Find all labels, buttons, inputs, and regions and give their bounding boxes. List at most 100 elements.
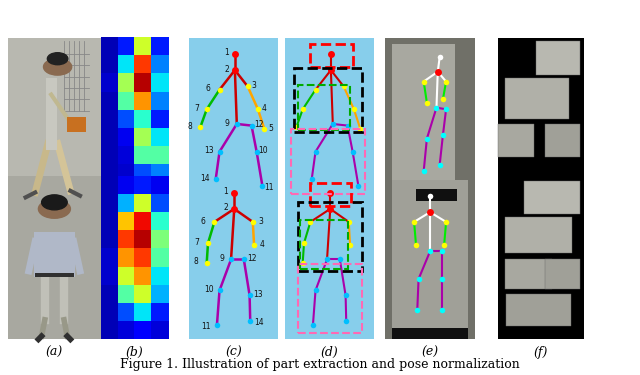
Bar [134, 212, 152, 231]
Bar [506, 294, 571, 326]
Text: 8: 8 [188, 122, 193, 131]
Bar [392, 180, 468, 331]
Bar [134, 176, 152, 194]
Bar [101, 285, 118, 303]
Bar [498, 38, 584, 201]
Bar [101, 164, 118, 183]
Bar [134, 267, 152, 285]
Bar [134, 74, 152, 92]
Bar [504, 78, 570, 119]
Text: 7: 7 [195, 238, 200, 247]
Circle shape [47, 53, 68, 65]
Bar [8, 176, 101, 339]
Text: (d): (d) [321, 346, 339, 359]
Bar [134, 55, 152, 74]
Bar [151, 194, 169, 213]
Bar [101, 194, 118, 213]
Bar [151, 128, 169, 146]
Bar [504, 217, 572, 253]
Bar [189, 38, 278, 201]
Bar [504, 260, 552, 289]
Bar [291, 129, 365, 194]
Bar [118, 267, 135, 285]
Text: 6: 6 [205, 84, 211, 93]
Bar [498, 176, 584, 339]
Text: (b): (b) [125, 346, 143, 359]
Bar [134, 194, 152, 213]
Bar [101, 110, 118, 128]
Bar [134, 303, 152, 321]
Bar [118, 74, 135, 92]
Bar [134, 182, 152, 201]
Bar [300, 220, 348, 269]
Text: (f): (f) [534, 346, 548, 359]
Bar [118, 37, 135, 56]
Bar [101, 37, 118, 56]
Bar [134, 110, 152, 128]
Text: (a): (a) [46, 346, 63, 359]
Circle shape [42, 195, 67, 210]
Bar [310, 44, 353, 67]
Bar [118, 212, 135, 231]
Bar [118, 194, 135, 213]
Text: 3: 3 [258, 217, 263, 226]
Bar [385, 38, 475, 201]
Bar [134, 37, 152, 56]
Text: 6: 6 [200, 217, 205, 226]
Bar [35, 273, 74, 278]
Bar [151, 303, 169, 321]
Bar [118, 92, 135, 110]
Bar [101, 267, 118, 285]
Bar [151, 37, 169, 56]
Text: 12: 12 [247, 254, 256, 263]
Text: 14: 14 [200, 174, 210, 183]
Bar [151, 212, 169, 231]
Bar [34, 232, 76, 278]
Bar [151, 74, 169, 92]
Bar [101, 303, 118, 321]
Bar [101, 212, 118, 231]
Bar [118, 321, 135, 339]
Text: 11: 11 [202, 322, 211, 331]
Text: 1: 1 [224, 48, 229, 57]
Bar [101, 74, 118, 92]
Bar [118, 248, 135, 267]
Circle shape [38, 200, 70, 218]
Text: 12: 12 [255, 120, 264, 129]
Bar [524, 181, 580, 214]
Bar [134, 230, 152, 249]
Bar [298, 264, 362, 333]
Bar [151, 55, 169, 74]
Text: 10: 10 [258, 147, 268, 155]
Bar [151, 248, 169, 267]
Bar [118, 176, 135, 194]
Text: Figure 1. Illustration of part extraction and pose normalization: Figure 1. Illustration of part extractio… [120, 358, 520, 371]
Circle shape [44, 58, 72, 75]
Bar [385, 176, 475, 339]
Text: 5: 5 [268, 124, 273, 133]
Bar [298, 202, 362, 271]
Text: 9: 9 [219, 254, 224, 263]
Text: 4: 4 [262, 104, 267, 113]
Bar [101, 92, 118, 110]
Bar [545, 124, 580, 157]
Bar [151, 176, 169, 194]
Bar [118, 146, 135, 164]
Bar [294, 69, 362, 132]
Text: 13: 13 [204, 147, 214, 155]
Bar [118, 303, 135, 321]
Text: 11: 11 [264, 183, 273, 192]
Text: 2: 2 [223, 203, 228, 212]
Bar [101, 128, 118, 146]
Bar [189, 176, 278, 339]
Text: (c): (c) [225, 346, 242, 359]
Bar [134, 164, 152, 183]
Bar [118, 164, 135, 183]
Text: 8: 8 [193, 258, 198, 267]
Text: (e): (e) [422, 346, 438, 359]
Bar [151, 321, 169, 339]
Bar [118, 128, 135, 146]
Text: 4: 4 [259, 240, 264, 249]
Bar [151, 92, 169, 110]
Text: 9: 9 [225, 120, 230, 129]
